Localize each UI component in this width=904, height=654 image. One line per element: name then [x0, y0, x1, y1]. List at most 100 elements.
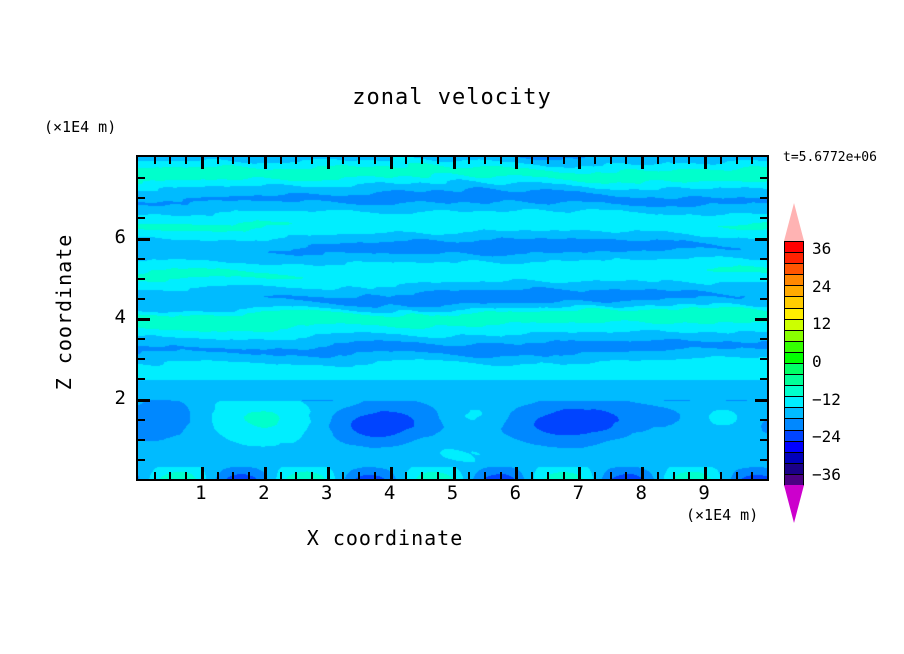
x-axis-minor-tick — [468, 157, 470, 164]
x-axis-major-tick — [327, 157, 330, 169]
y-axis-major-tick — [138, 318, 150, 321]
x-axis-major-tick — [201, 467, 204, 479]
x-axis-major-tick — [578, 157, 581, 169]
x-axis-tick-label: 5 — [433, 482, 473, 504]
x-axis-minor-tick — [484, 472, 486, 479]
x-axis-tick-label: 1 — [181, 482, 221, 504]
y-axis-minor-tick — [138, 217, 145, 219]
x-axis-minor-tick — [358, 472, 360, 479]
y-axis-minor-tick — [760, 298, 767, 300]
x-axis-major-tick — [264, 157, 267, 169]
y-axis-minor-tick — [138, 419, 145, 421]
y-axis-tick-label: 4 — [86, 306, 126, 328]
x-axis-minor-tick — [688, 157, 690, 164]
x-axis-minor-tick — [751, 157, 753, 164]
x-axis-minor-tick — [185, 157, 187, 164]
y-axis-minor-tick — [760, 419, 767, 421]
x-axis-minor-tick — [169, 472, 171, 479]
time-annotation: t=5.6772e+06 — [783, 150, 877, 165]
y-axis-minor-tick — [138, 177, 145, 179]
x-axis-minor-tick — [625, 472, 627, 479]
x-axis-minor-tick — [657, 157, 659, 164]
y-axis-minor-tick — [138, 338, 145, 340]
y-axis-minor-tick — [138, 459, 145, 461]
x-axis-minor-tick — [358, 157, 360, 164]
x-axis-tick-label: 4 — [370, 482, 410, 504]
y-axis-minor-tick — [760, 177, 767, 179]
y-axis-minor-tick — [138, 258, 145, 260]
y-axis-title: Z coordinate — [52, 212, 76, 412]
x-axis-minor-tick — [280, 157, 282, 164]
x-axis-major-tick — [327, 467, 330, 479]
y-axis-minor-tick — [760, 217, 767, 219]
x-axis-minor-tick — [563, 472, 565, 479]
y-axis-major-tick — [755, 399, 767, 402]
zonal-velocity-field — [138, 157, 767, 479]
x-axis-tick-label: 8 — [621, 482, 661, 504]
x-axis-major-tick — [704, 157, 707, 169]
y-axis-minor-tick — [760, 378, 767, 380]
x-axis-minor-tick — [625, 157, 627, 164]
x-axis-minor-tick — [217, 157, 219, 164]
x-axis-unit-label: (×1E4 m) — [686, 506, 758, 524]
y-axis-minor-tick — [138, 358, 145, 360]
y-axis-major-tick — [138, 238, 150, 241]
x-axis-major-tick — [390, 157, 393, 169]
colorbar-tick-label: −36 — [812, 465, 841, 484]
x-axis-major-tick — [453, 467, 456, 479]
y-axis-minor-tick — [138, 197, 145, 199]
y-axis-minor-tick — [138, 278, 145, 280]
x-axis-minor-tick — [295, 157, 297, 164]
x-axis-minor-tick — [500, 157, 502, 164]
x-axis-minor-tick — [232, 472, 234, 479]
x-axis-minor-tick — [657, 472, 659, 479]
x-axis-minor-tick — [217, 472, 219, 479]
x-axis-minor-tick — [673, 157, 675, 164]
x-axis-minor-tick — [342, 472, 344, 479]
x-axis-minor-tick — [295, 472, 297, 479]
x-axis-minor-tick — [374, 472, 376, 479]
y-axis-minor-tick — [138, 378, 145, 380]
x-axis-minor-tick — [280, 472, 282, 479]
x-axis-tick-label: 9 — [684, 482, 724, 504]
x-axis-minor-tick — [248, 157, 250, 164]
y-axis-minor-tick — [138, 439, 145, 441]
y-axis-unit-label: (×1E4 m) — [44, 118, 116, 136]
x-axis-tick-label: 6 — [495, 482, 535, 504]
y-axis-minor-tick — [760, 338, 767, 340]
y-axis-major-tick — [755, 238, 767, 241]
x-axis-major-tick — [704, 467, 707, 479]
contour-plot-area — [136, 155, 769, 481]
x-axis-tick-label: 3 — [307, 482, 347, 504]
colorbar-tick-label: −24 — [812, 427, 841, 446]
x-axis-minor-tick — [736, 472, 738, 479]
x-axis-tick-label: 7 — [558, 482, 598, 504]
x-axis-minor-tick — [405, 472, 407, 479]
x-axis-minor-tick — [500, 472, 502, 479]
x-axis-minor-tick — [421, 472, 423, 479]
y-axis-major-tick — [755, 318, 767, 321]
colorbar-tick-label: 24 — [812, 277, 831, 296]
y-axis-minor-tick — [760, 459, 767, 461]
x-axis-major-tick — [201, 157, 204, 169]
colorbar-tick-label: 0 — [812, 352, 822, 371]
x-axis-minor-tick — [594, 472, 596, 479]
x-axis-minor-tick — [673, 472, 675, 479]
y-axis-minor-tick — [760, 358, 767, 360]
y-axis-tick-label: 2 — [86, 387, 126, 409]
x-axis-minor-tick — [720, 157, 722, 164]
x-axis-minor-tick — [610, 157, 612, 164]
x-axis-minor-tick — [610, 472, 612, 479]
x-axis-minor-tick — [437, 472, 439, 479]
x-axis-major-tick — [641, 467, 644, 479]
x-axis-minor-tick — [421, 157, 423, 164]
x-axis-minor-tick — [374, 157, 376, 164]
y-axis-minor-tick — [760, 258, 767, 260]
x-axis-minor-tick — [154, 157, 156, 164]
x-axis-title: X coordinate — [0, 526, 770, 550]
x-axis-minor-tick — [342, 157, 344, 164]
colorbar-tick-label: −12 — [812, 390, 841, 409]
x-axis-minor-tick — [154, 472, 156, 479]
y-axis-minor-tick — [760, 197, 767, 199]
x-axis-minor-tick — [468, 472, 470, 479]
